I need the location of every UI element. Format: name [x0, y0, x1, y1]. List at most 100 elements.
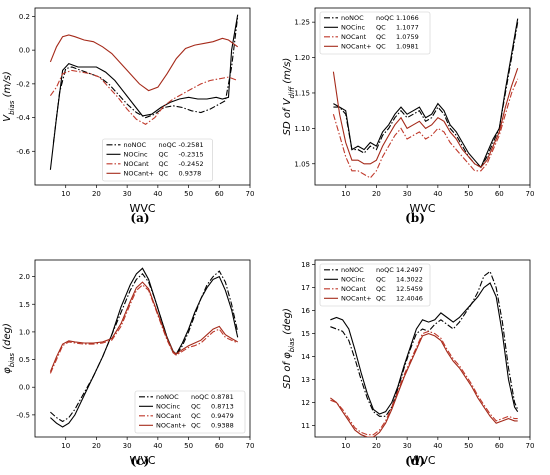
legend-box — [319, 11, 431, 55]
x-tick-label: 10 — [61, 442, 70, 450]
x-tick-label: 10 — [61, 190, 70, 198]
legend-name: NOCant+ — [341, 43, 372, 51]
y-tick-label: 1.0 — [19, 328, 30, 336]
y-tick-label: 1.25 — [294, 19, 310, 27]
legend-name: NOCant+ — [156, 422, 187, 430]
y-tick-label: 17 — [301, 284, 310, 292]
y-tick-label: 1.10 — [294, 125, 310, 133]
y-tick-label: 0.0 — [19, 384, 30, 392]
legend-stat: 12.4046 — [396, 295, 423, 303]
y-tick-label: 1.05 — [294, 160, 310, 168]
x-tick-label: 60 — [215, 442, 224, 450]
y-axis-label: SD of φbias (deg) — [282, 308, 296, 389]
legend-stat: 0.8713 — [211, 403, 234, 411]
y-tick-label: -0.6 — [16, 148, 30, 156]
legend-stat: 1.1066 — [396, 14, 419, 22]
x-tick-label: 30 — [403, 190, 412, 198]
y-tick-label: 15 — [301, 330, 310, 338]
x-tick-label: 20 — [372, 442, 381, 450]
legend-name: noNOC — [156, 393, 179, 401]
x-tick-label: 70 — [246, 442, 255, 450]
y-tick-label: 12 — [301, 399, 310, 407]
series-line-NOCant — [330, 330, 518, 436]
legend-qc: noQC — [376, 266, 394, 274]
legend-stat: 1.0759 — [396, 33, 419, 41]
legend-stat: 1.0981 — [396, 43, 419, 51]
y-tick-label: -0.5 — [16, 411, 30, 419]
panel-caption: (a) — [130, 211, 149, 225]
legend: noNOC noQC -0.2581 NOCinc QC -0.2315 NOCant QC -… — [102, 138, 213, 182]
y-axis-label: SD of Vdiff (m/s) — [282, 58, 296, 136]
series-line-NOCant+ — [49, 34, 239, 92]
x-tick-label: 70 — [526, 442, 535, 450]
series-line-NOCinc — [50, 267, 239, 428]
legend-stat: -0.2452 — [179, 160, 204, 168]
legend-name: NOCant+ — [124, 170, 155, 178]
legend-qc: QC — [159, 160, 169, 168]
legend-name: NOCinc — [156, 403, 180, 411]
x-tick-label: 50 — [464, 190, 473, 198]
x-axis-label: WVC — [409, 202, 435, 215]
y-tick-label: -0.4 — [16, 114, 30, 122]
panel-caption: (c) — [131, 454, 150, 468]
series-line-NOCant — [49, 69, 238, 125]
legend-name: noNOC — [341, 266, 364, 274]
y-tick-label: 13 — [301, 376, 310, 384]
legend-qc: noQC — [376, 14, 394, 22]
legend-qc: noQC — [191, 393, 209, 401]
y-axis-label: Vbias (m/s) — [2, 71, 16, 121]
x-tick-label: 50 — [184, 190, 193, 198]
legend-stat: 0.9479 — [211, 412, 234, 420]
panel-caption: (b) — [405, 211, 425, 225]
series-line-NOCinc — [333, 18, 519, 169]
x-tick-label: 50 — [184, 442, 193, 450]
legend-qc: QC — [376, 295, 386, 303]
legend-stat: 12.5459 — [396, 285, 423, 293]
series-line-noNOC — [52, 16, 239, 143]
x-tick-label: 40 — [153, 442, 162, 450]
y-tick-label: 1.15 — [294, 89, 310, 97]
y-tick-label: 16 — [301, 307, 310, 315]
x-tick-label: 40 — [433, 190, 442, 198]
y-tick-label: 1.20 — [294, 54, 310, 62]
chart-panel-4: 10 20 30 40 50 60 70 11 12 13 14 15 16 17 18 WVC SD of φ… — [282, 259, 535, 468]
y-tick-label: -0.2 — [16, 80, 30, 88]
y-tick-label: 14 — [301, 353, 310, 361]
series-line-NOCant+ — [332, 68, 519, 169]
legend-name: NOCant — [341, 285, 367, 293]
legend-name: NOCant+ — [341, 295, 372, 303]
legend-box — [102, 138, 213, 182]
legend-stat: 0.9378 — [179, 170, 202, 178]
x-axis-label: WVC — [129, 454, 155, 467]
y-tick-label: 0.0 — [19, 47, 30, 55]
legend-name: noNOC — [341, 14, 364, 22]
series-line-NOCinc — [330, 282, 519, 415]
legend-qc: QC — [376, 285, 386, 293]
x-tick-label: 10 — [341, 190, 350, 198]
series-line-NOCant+ — [49, 281, 238, 372]
legend-qc: QC — [376, 24, 386, 32]
legend-name: NOCinc — [341, 24, 365, 32]
series-line-noNOC — [333, 22, 519, 169]
x-tick-label: 30 — [123, 442, 132, 450]
plot-frame — [314, 259, 531, 438]
legend-qc: QC — [159, 170, 169, 178]
legend-name: NOCinc — [341, 276, 365, 284]
x-tick-label: 70 — [246, 190, 255, 198]
x-axis-label: WVC — [409, 454, 435, 467]
x-tick-label: 40 — [153, 190, 162, 198]
legend-qc: QC — [376, 276, 386, 284]
x-tick-label: 70 — [526, 190, 535, 198]
legend-stat: 14.2497 — [396, 266, 423, 274]
chart-panel-3: 10 20 30 40 50 60 70 -0.5 0.0 0.5 1.0 1.5 2.0 WVC φbia… — [2, 259, 255, 468]
series-line-noNOC — [330, 270, 519, 417]
x-tick-label: 40 — [433, 442, 442, 450]
panel-caption: (d) — [405, 454, 425, 468]
x-tick-label: 50 — [464, 442, 473, 450]
legend-box — [134, 390, 246, 434]
y-tick-label: 1.5 — [19, 301, 30, 309]
plot-frame — [34, 259, 251, 438]
x-tick-label: 30 — [123, 190, 132, 198]
x-tick-label: 20 — [372, 190, 381, 198]
